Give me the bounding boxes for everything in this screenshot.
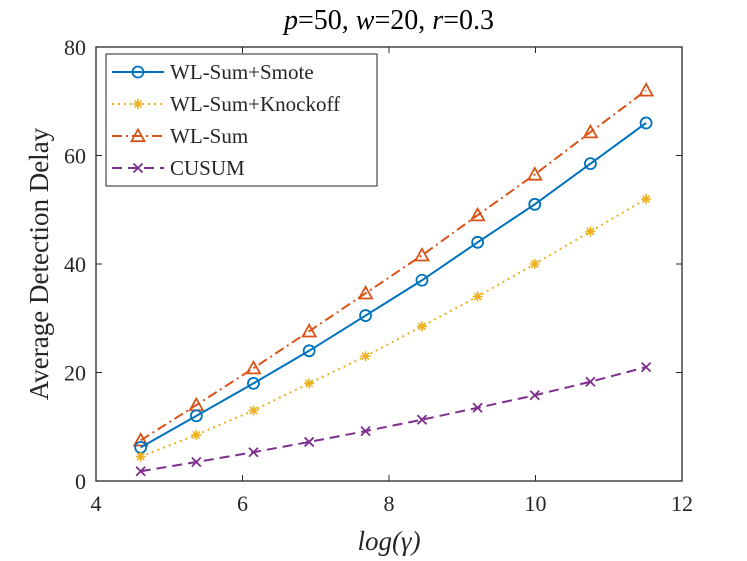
title-part-1: =50,: [298, 5, 356, 36]
data-point: [245, 359, 262, 375]
data-point: [639, 116, 653, 130]
data-point: [469, 206, 486, 222]
legend-box: [105, 53, 378, 187]
data-point: [471, 235, 485, 249]
legend-label: CUSUM: [170, 156, 245, 180]
legend-item: WL-Sum: [112, 124, 248, 148]
series-line: [140, 366, 647, 473]
y-tick-label: 80: [64, 35, 86, 60]
x-axis: 4 6 8 10 12: [91, 47, 693, 516]
data-point: [360, 351, 371, 362]
x-axis-label: log(γ): [357, 526, 420, 556]
title-part-3: =20,: [374, 5, 432, 36]
y-tick-label: 20: [64, 361, 86, 386]
data-point: [135, 466, 146, 477]
data-point: [585, 226, 596, 237]
data-point: [472, 291, 483, 302]
x-tick-label: 12: [671, 491, 693, 516]
series-wl-sum-smote: [134, 116, 653, 454]
series-cusum: [135, 361, 652, 477]
data-point: [528, 197, 542, 211]
data-point: [413, 246, 430, 262]
data-point: [301, 322, 318, 338]
data-point: [416, 321, 427, 332]
series-line: [140, 122, 647, 449]
legend: WL-Sum+Smote WL-Sum+Knockoff WL-Sum CUSUM: [105, 53, 378, 187]
data-point: [415, 273, 429, 287]
data-point: [526, 166, 543, 181]
data-point: [191, 456, 202, 468]
series-layer: [132, 82, 655, 477]
legend-item: WL-Sum+Smote: [112, 60, 314, 84]
legend-marker: [131, 65, 145, 79]
data-point: [584, 157, 597, 171]
chart-title: p=50, w=20, r=0.3: [282, 5, 494, 36]
title-part-5: =0.3: [443, 5, 494, 36]
data-point: [357, 284, 374, 300]
data-point: [304, 378, 315, 389]
legend-item: WL-Sum+Knockoff: [112, 92, 340, 116]
y-axis: 0 20 40 60 80: [64, 35, 682, 494]
title-part-0: p: [282, 5, 298, 36]
y-tick-label: 40: [64, 252, 86, 277]
legend-marker: [133, 99, 143, 109]
y-tick-label: 0: [75, 469, 86, 494]
legend-label: WL-Sum+Knockoff: [170, 92, 340, 116]
data-point: [135, 451, 146, 462]
data-point: [191, 429, 202, 440]
data-point: [416, 414, 428, 425]
data-point: [248, 405, 259, 416]
data-point: [638, 82, 655, 97]
data-point: [247, 376, 260, 390]
series-line: [140, 198, 647, 458]
legend-label: WL-Sum: [170, 124, 248, 148]
legend-item: CUSUM: [112, 156, 245, 180]
x-tick-label: 6: [237, 491, 248, 516]
x-tick-label: 4: [91, 491, 102, 516]
y-axis-label: Average Detection Delay: [24, 127, 54, 400]
series-wl-sum-knockoff: [135, 193, 652, 462]
y-tick-label: 60: [64, 144, 86, 169]
data-point: [529, 390, 540, 401]
series-line: [140, 89, 647, 442]
data-point: [189, 409, 203, 423]
data-point: [585, 376, 596, 387]
data-point: [641, 193, 652, 204]
data-point: [360, 425, 371, 437]
legend-marker: [129, 127, 147, 143]
x-tick-label: 8: [384, 491, 395, 516]
x-tick-label: 10: [525, 491, 547, 516]
series-wl-sum: [132, 82, 655, 447]
legend-marker: [132, 162, 144, 174]
data-point: [640, 361, 652, 373]
title-part-4: r: [432, 5, 443, 36]
legend-label: WL-Sum+Smote: [170, 60, 314, 84]
data-point: [582, 123, 599, 139]
title-part-2: w: [356, 5, 375, 36]
data-point: [132, 431, 149, 447]
data-point: [529, 259, 540, 269]
data-point: [472, 402, 483, 413]
data-point: [359, 309, 372, 322]
data-point: [304, 436, 315, 448]
data-point: [302, 344, 316, 358]
data-point: [248, 447, 259, 458]
